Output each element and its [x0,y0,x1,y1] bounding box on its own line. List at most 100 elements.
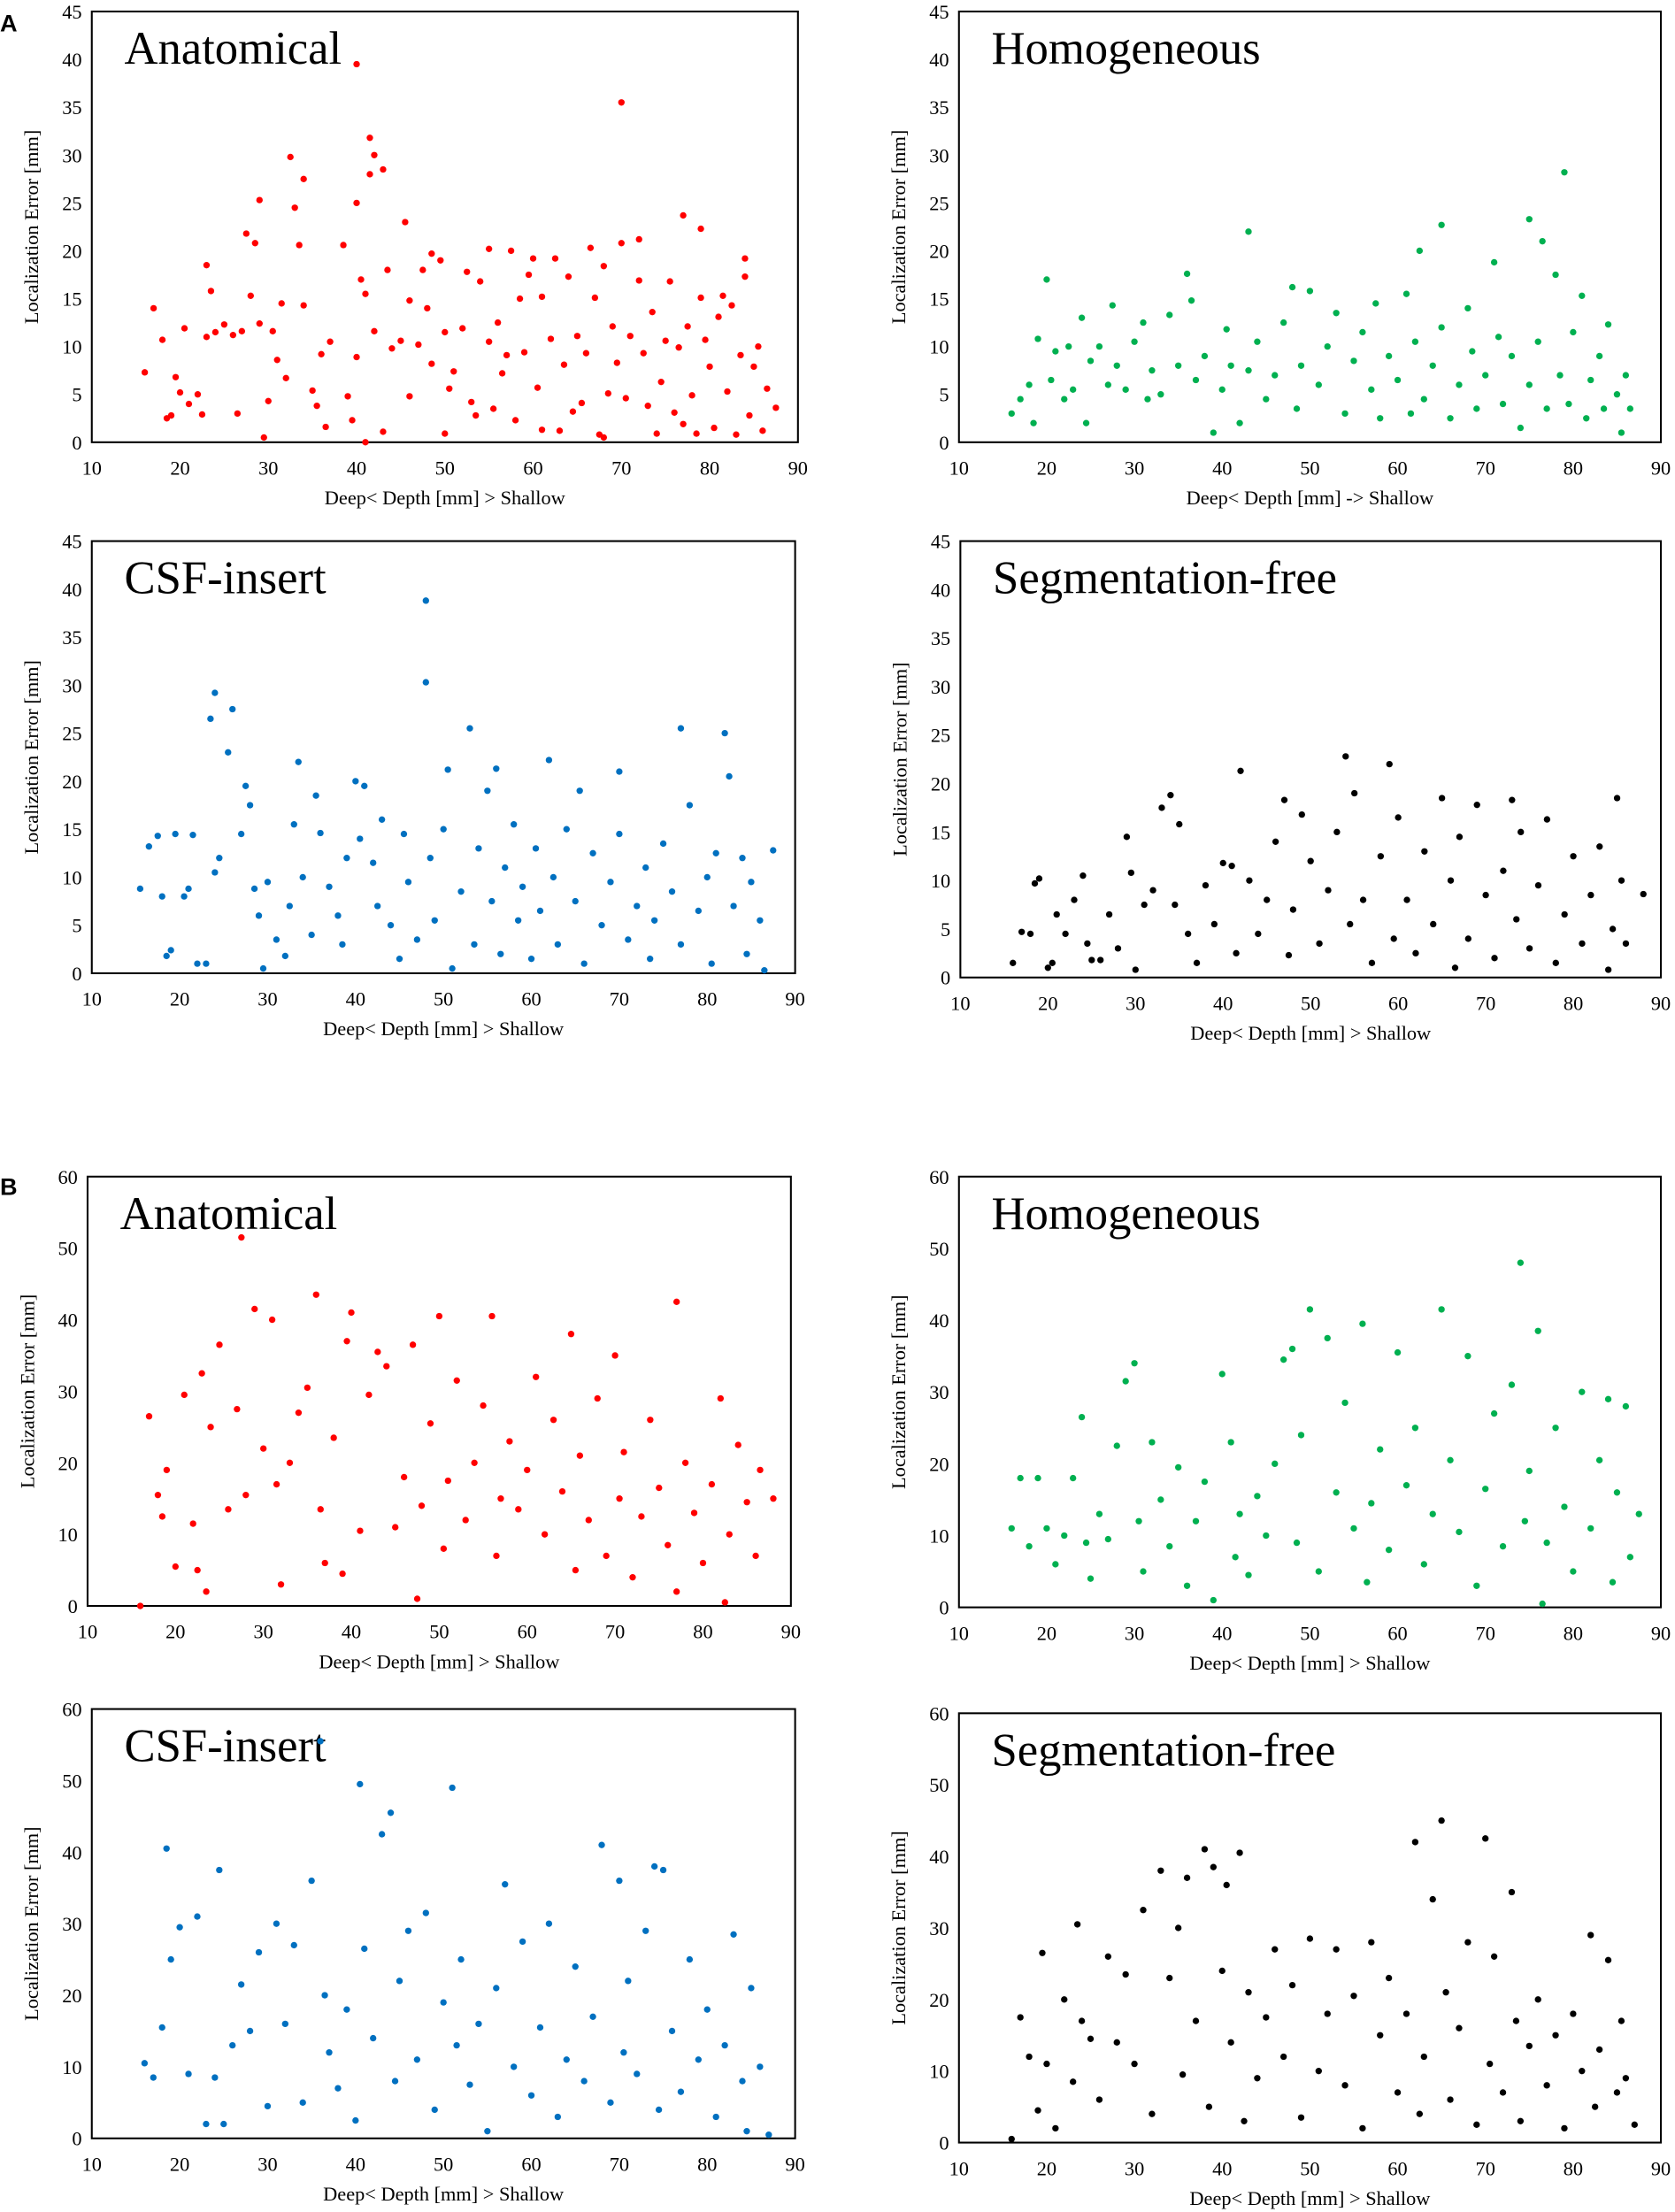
x-tick-label: 70 [611,457,631,480]
data-point [1233,949,1240,957]
data-point [1315,381,1322,388]
data-point [374,1348,381,1356]
data-point [1026,930,1034,938]
data-point [321,1992,328,1999]
data-point [569,408,577,415]
x-tick-label: 70 [1476,1622,1495,1644]
y-tick-label: 60 [62,1699,81,1721]
data-point [1442,1989,1449,1996]
data-point [1609,926,1617,933]
x-tick-label: 40 [347,457,366,480]
x-tick-label: 60 [521,2153,541,2175]
data-point [734,1441,741,1448]
data-point [1149,1439,1156,1446]
data-point [668,888,676,895]
data-point [1421,848,1428,855]
data-point [1473,801,1480,809]
data-point [330,1434,337,1441]
data-point [1157,391,1164,398]
data-point [708,1480,716,1488]
data-point [1579,292,1586,299]
data-point [211,869,219,876]
data-point [299,873,306,881]
panel-title: Homogeneous [991,23,1260,74]
data-point [1411,1425,1419,1432]
data-point [229,2041,236,2049]
data-point [290,821,297,828]
data-point [1245,1989,1252,1996]
data-point [607,2099,614,2107]
data-point [1061,1532,1068,1540]
data-point [525,271,533,279]
data-point [1552,959,1559,966]
y-axis-label: Localization Error [mm] [887,1831,910,2024]
data-point [211,328,219,336]
data-point [312,792,319,799]
data-point [264,879,272,886]
data-point [415,341,422,349]
data-point [1053,910,1060,918]
data-point [684,323,691,330]
data-point [1543,1539,1550,1547]
data-point [422,1909,429,1916]
data-point [1192,1517,1200,1525]
data-point [402,219,409,226]
data-point [216,1866,223,1874]
y-tick-label: 25 [62,192,81,214]
data-point [1227,1439,1234,1446]
data-point [1062,930,1069,938]
data-point [194,391,202,398]
data-point [770,847,777,854]
data-point [560,361,568,368]
data-point [1411,1839,1419,1846]
panel-title: CSF-insert [124,1721,327,1772]
data-point [1543,405,1550,412]
data-point [449,1784,456,1792]
data-point [269,327,276,335]
data-point [549,873,557,881]
data-point [657,378,665,386]
x-tick-label: 40 [346,988,365,1010]
data-point [473,411,480,419]
data-point [743,950,750,957]
data-point [281,2020,289,2028]
data-point [413,2056,421,2063]
data-point [435,1312,443,1320]
data-point [348,1309,355,1317]
data-point [428,250,435,257]
y-tick-label: 20 [929,1989,949,2011]
data-point [1254,2075,1261,2082]
data-point [1131,2060,1138,2068]
data-point [1402,2010,1410,2017]
data-point [730,902,737,910]
data-point [457,1955,465,1963]
data-point [533,1373,540,1380]
data-point [1166,311,1173,319]
y-tick-label: 10 [929,1525,949,1547]
data-point [172,1563,179,1571]
data-point [259,964,267,972]
data-point [629,1574,636,1581]
data-point [1324,2010,1331,2017]
data-point [251,240,258,247]
x-tick-label: 70 [610,2153,629,2175]
data-point [1167,792,1174,799]
data-point [1333,1489,1340,1496]
data-point [1600,405,1608,412]
data-point [1113,362,1120,369]
data-point [1490,258,1498,266]
y-tick-label: 25 [929,192,949,214]
x-tick-label: 90 [781,1621,801,1643]
data-point [1429,362,1436,369]
data-point [370,2034,377,2042]
x-tick-label: 90 [788,457,808,480]
x-tick-label: 20 [1037,457,1056,480]
data-point [1622,940,1630,948]
data-point [334,2085,342,2092]
x-tick-label: 30 [1125,1622,1144,1644]
data-point [1561,910,1568,918]
scatter-panel-a-csf-insert: 10 20 30 40 50 60 70 80 90 0 5 10 15 20 25 30 35 40 45 Deep… [20,531,805,1041]
data-point [352,778,359,785]
data-point [1061,1996,1068,2003]
data-point [587,244,595,251]
